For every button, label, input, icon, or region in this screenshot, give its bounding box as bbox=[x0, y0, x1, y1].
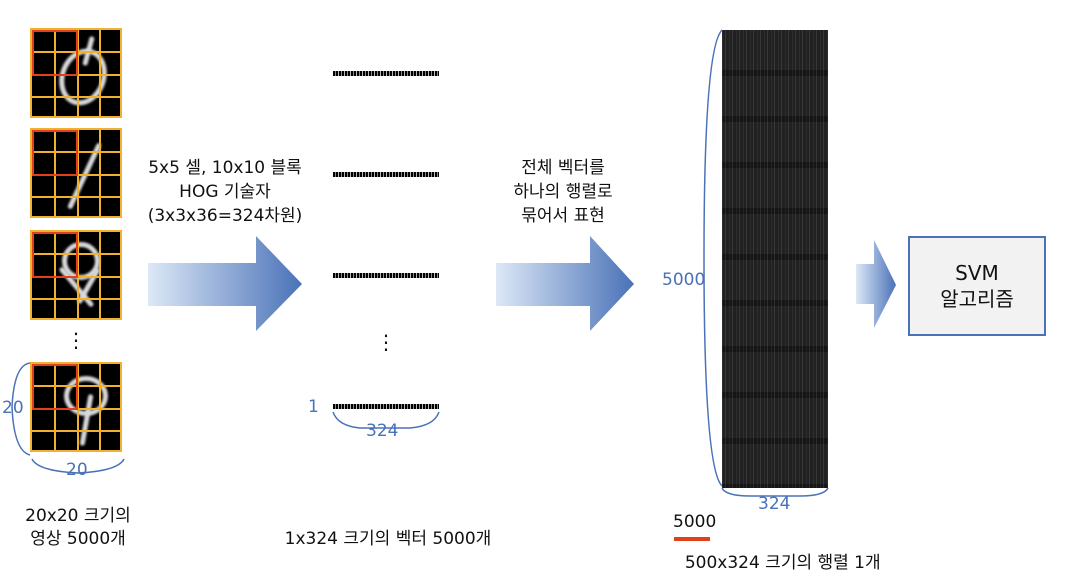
feature-vector-last bbox=[333, 404, 439, 409]
feature-matrix bbox=[722, 30, 828, 488]
digit-image-last bbox=[30, 362, 122, 452]
digit-image-2 bbox=[30, 128, 122, 218]
image-height-label: 20 bbox=[2, 398, 24, 418]
feature-vector-1 bbox=[333, 71, 439, 76]
step1-description-line1: 5x5 셀, 10x10 블록 bbox=[148, 158, 302, 178]
vector-length-brace bbox=[332, 411, 440, 429]
step2-description-line1: 전체 벡터를 bbox=[521, 158, 605, 178]
vector-index-label: 1 bbox=[308, 397, 319, 417]
strike-line bbox=[674, 537, 710, 541]
images-caption-line1: 20x20 크기의 bbox=[25, 506, 131, 526]
step3-arrow bbox=[856, 240, 896, 328]
svm-algorithm-box: SVM 알고리즘 bbox=[908, 236, 1046, 336]
matrix-cols-label: 324 bbox=[758, 494, 791, 514]
step1-description-line2: HOG 기술자 bbox=[179, 182, 271, 202]
step1-arrow bbox=[148, 236, 302, 331]
matrix-rows-label: 5000 bbox=[662, 270, 706, 290]
vectors-caption: 1x324 크기의 벡터 5000개 bbox=[284, 529, 492, 549]
matrix-rows-brace bbox=[703, 29, 723, 487]
feature-vector-2 bbox=[333, 172, 439, 177]
step2-description-line3: 묶어서 표현 bbox=[521, 206, 605, 226]
images-ellipsis: ⋮ bbox=[66, 328, 86, 352]
svm-label-line1: SVM bbox=[955, 261, 999, 285]
digit-image-1 bbox=[30, 28, 122, 118]
feature-vector-3 bbox=[333, 273, 439, 278]
matrix-caption-rest: x324 크기의 행렬 1개 bbox=[717, 553, 881, 573]
image-dimension-braces bbox=[11, 362, 125, 474]
matrix-caption-correction: 5000 bbox=[673, 512, 717, 532]
step1-description-line3: (3x3x36=324차원) bbox=[147, 206, 303, 226]
matrix-cols-brace bbox=[721, 487, 829, 497]
matrix-caption-struck: 500 bbox=[684, 553, 718, 573]
image-width-label: 20 bbox=[66, 460, 88, 480]
images-caption-line2: 영상 5000개 bbox=[30, 529, 126, 549]
vectors-ellipsis: ⋮ bbox=[376, 330, 396, 354]
step2-description-line2: 하나의 행렬로 bbox=[513, 182, 613, 202]
digit-image-3 bbox=[30, 230, 122, 320]
step2-arrow bbox=[496, 236, 634, 331]
matrix-caption: 500x324 크기의 행렬 1개 bbox=[674, 527, 881, 575]
svm-label-line2: 알고리즘 bbox=[940, 287, 1014, 311]
vector-length-label: 324 bbox=[366, 421, 399, 441]
